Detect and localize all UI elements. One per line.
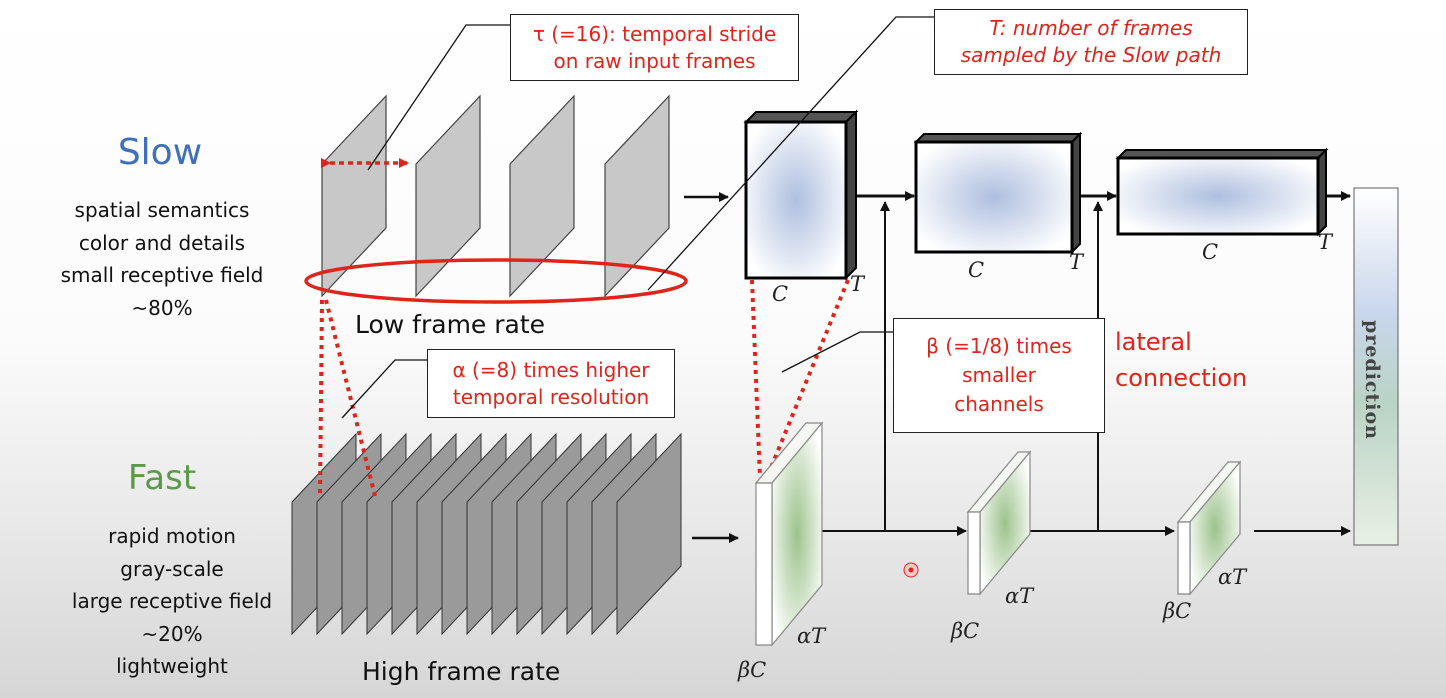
prediction-bar bbox=[1353, 187, 1399, 546]
sampled-frames-ellipse bbox=[304, 258, 688, 304]
annotation-leaders bbox=[341, 16, 934, 419]
alpha-annotation-line: α (=8) times higher bbox=[452, 357, 650, 382]
fast-desc-line: large receptive field bbox=[71, 589, 273, 613]
T-annotation-box: T: number of frames sampled by the Slow … bbox=[934, 9, 1248, 75]
slow-feature-block-2 bbox=[913, 131, 1083, 255]
alpha-annotation-box: α (=8) times higher temporal resolution bbox=[427, 349, 675, 418]
fast-feature-block-1 bbox=[754, 421, 824, 647]
slow-frame bbox=[321, 94, 387, 298]
time-symbol: T bbox=[1069, 250, 1084, 274]
alpha-time-symbol: αT bbox=[1005, 584, 1034, 608]
channel-symbol: C bbox=[968, 258, 985, 282]
slow-desc-line: spatial semantics bbox=[74, 198, 250, 222]
lateral-connection-label: lateral connection bbox=[1115, 324, 1247, 396]
lateral-label-line: connection bbox=[1115, 364, 1248, 392]
low-frame-rate-label: Low frame rate bbox=[355, 310, 546, 339]
alpha-time-symbol: αT bbox=[1218, 565, 1247, 589]
slow-pathway-description: spatial semantics color and details smal… bbox=[52, 194, 272, 324]
slow-desc-line: small receptive field bbox=[60, 263, 264, 287]
fast-pathway-title: Fast bbox=[127, 458, 197, 498]
time-symbol: T bbox=[1318, 230, 1333, 254]
high-frame-rate-label: High frame rate bbox=[362, 657, 561, 686]
fast-desc-line: gray-scale bbox=[120, 556, 224, 581]
slow-frame bbox=[604, 94, 670, 298]
fast-frame bbox=[616, 432, 682, 636]
beta-channel-symbol: βC bbox=[951, 619, 980, 643]
alpha-annotation-line: temporal resolution bbox=[452, 384, 650, 409]
slow-frame bbox=[415, 94, 481, 298]
channel-symbol: C bbox=[772, 282, 789, 306]
T-annotation-line: sampled by the Slow path bbox=[960, 43, 1222, 67]
fast-desc-line: lightweight bbox=[116, 654, 228, 678]
slow-frame bbox=[509, 94, 575, 298]
tau-annotation-box: τ (=16): temporal stride on raw input fr… bbox=[510, 14, 799, 81]
fast-feature-block-3 bbox=[1176, 460, 1242, 596]
tau-annotation-line: on raw input frames bbox=[553, 48, 756, 73]
time-symbol: T bbox=[850, 272, 865, 296]
beta-annotation-line: smaller bbox=[962, 363, 1036, 387]
fast-input-frames bbox=[291, 432, 682, 636]
beta-annotation-line: channels bbox=[954, 392, 1044, 416]
slow-desc-line: ~80% bbox=[131, 295, 193, 320]
alpha-time-symbol: αT bbox=[797, 624, 826, 648]
fast-desc-line: ~20% bbox=[141, 621, 203, 646]
fast-desc-line: rapid motion bbox=[108, 524, 236, 548]
tau-annotation-line: τ (=16): temporal stride bbox=[532, 21, 777, 46]
beta-annotation-box: β (=1/8) times smaller channels bbox=[893, 318, 1105, 433]
beta-channel-symbol: βC bbox=[738, 658, 767, 682]
prediction-label: prediction bbox=[1361, 320, 1383, 440]
channel-symbol: C bbox=[1202, 240, 1219, 264]
slow-feature-block-1 bbox=[743, 109, 859, 281]
beta-channel-symbol: βC bbox=[1163, 599, 1192, 623]
slow-pathway-title: Slow bbox=[117, 132, 203, 173]
T-annotation-line: T: number of frames bbox=[989, 16, 1193, 40]
lateral-label-line: lateral bbox=[1115, 328, 1192, 356]
slow-feature-block-3 bbox=[1115, 147, 1329, 237]
fast-feature-block-2 bbox=[966, 450, 1032, 596]
fast-pathway-description: rapid motion gray-scale large receptive … bbox=[52, 520, 292, 683]
correspondence-lines bbox=[318, 279, 850, 501]
beta-annotation-line: β (=1/8) times bbox=[926, 334, 1072, 358]
slow-desc-line: color and details bbox=[78, 230, 246, 255]
slow-input-frames bbox=[321, 94, 670, 298]
